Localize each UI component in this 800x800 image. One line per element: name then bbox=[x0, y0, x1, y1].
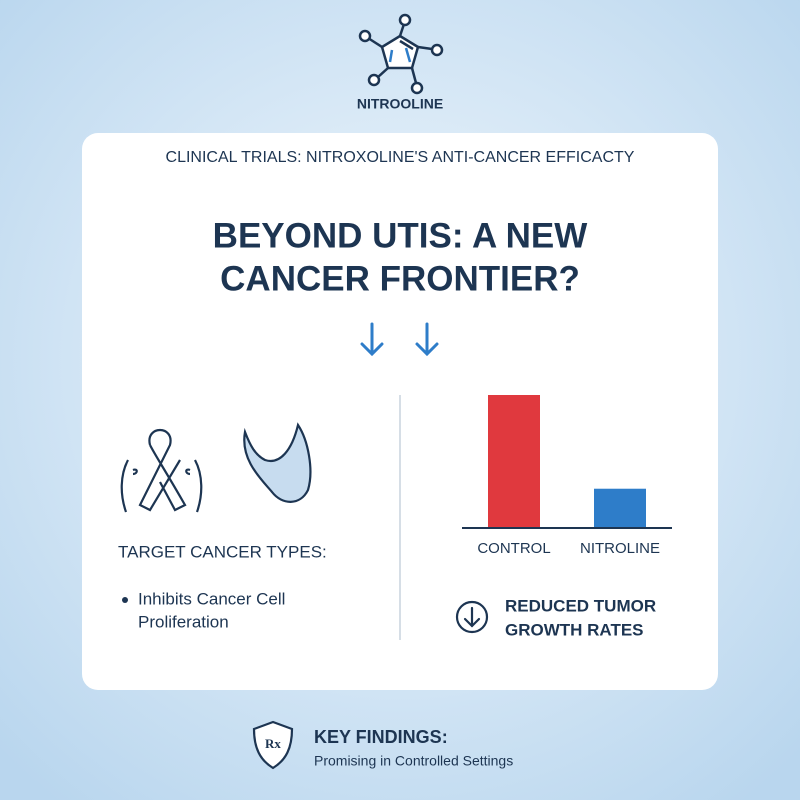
footer-text: Promising in Controlled Settings bbox=[314, 753, 513, 769]
bullet-text: Inhibits Cancer Cell bbox=[138, 589, 285, 608]
footer-title: KEY FINDINGS: bbox=[314, 727, 448, 747]
logo-text: NITROOLINE bbox=[357, 96, 443, 112]
down-arrows bbox=[360, 322, 439, 357]
left-heading: TARGET CANCER TYPES: bbox=[118, 542, 327, 561]
x-tick-label: CONTROL bbox=[477, 540, 550, 557]
note-text: GROWTH RATES bbox=[505, 620, 644, 639]
bullet-text: Proliferation bbox=[138, 612, 229, 631]
bar bbox=[594, 488, 646, 527]
card-header: CLINICAL TRIALS: NITROXOLINE'S ANTI-CANC… bbox=[166, 149, 635, 166]
x-tick-label: NITROLINE bbox=[580, 540, 660, 557]
badge-text: Rx bbox=[265, 736, 281, 751]
bullet bbox=[122, 597, 128, 603]
logo-icon bbox=[358, 13, 444, 95]
card-title: BEYOND UTIS: A NEW bbox=[213, 216, 588, 255]
note-text: REDUCED TUMOR bbox=[505, 596, 656, 615]
shield-icon bbox=[252, 720, 294, 770]
organ-icon bbox=[243, 422, 312, 503]
bar bbox=[488, 395, 540, 527]
card-title: CANCER FRONTIER? bbox=[220, 259, 580, 298]
bar-chart: CONTROL NITROLINE bbox=[477, 395, 660, 557]
down-circle-icon bbox=[455, 600, 489, 634]
ribbon-icon bbox=[120, 429, 203, 513]
